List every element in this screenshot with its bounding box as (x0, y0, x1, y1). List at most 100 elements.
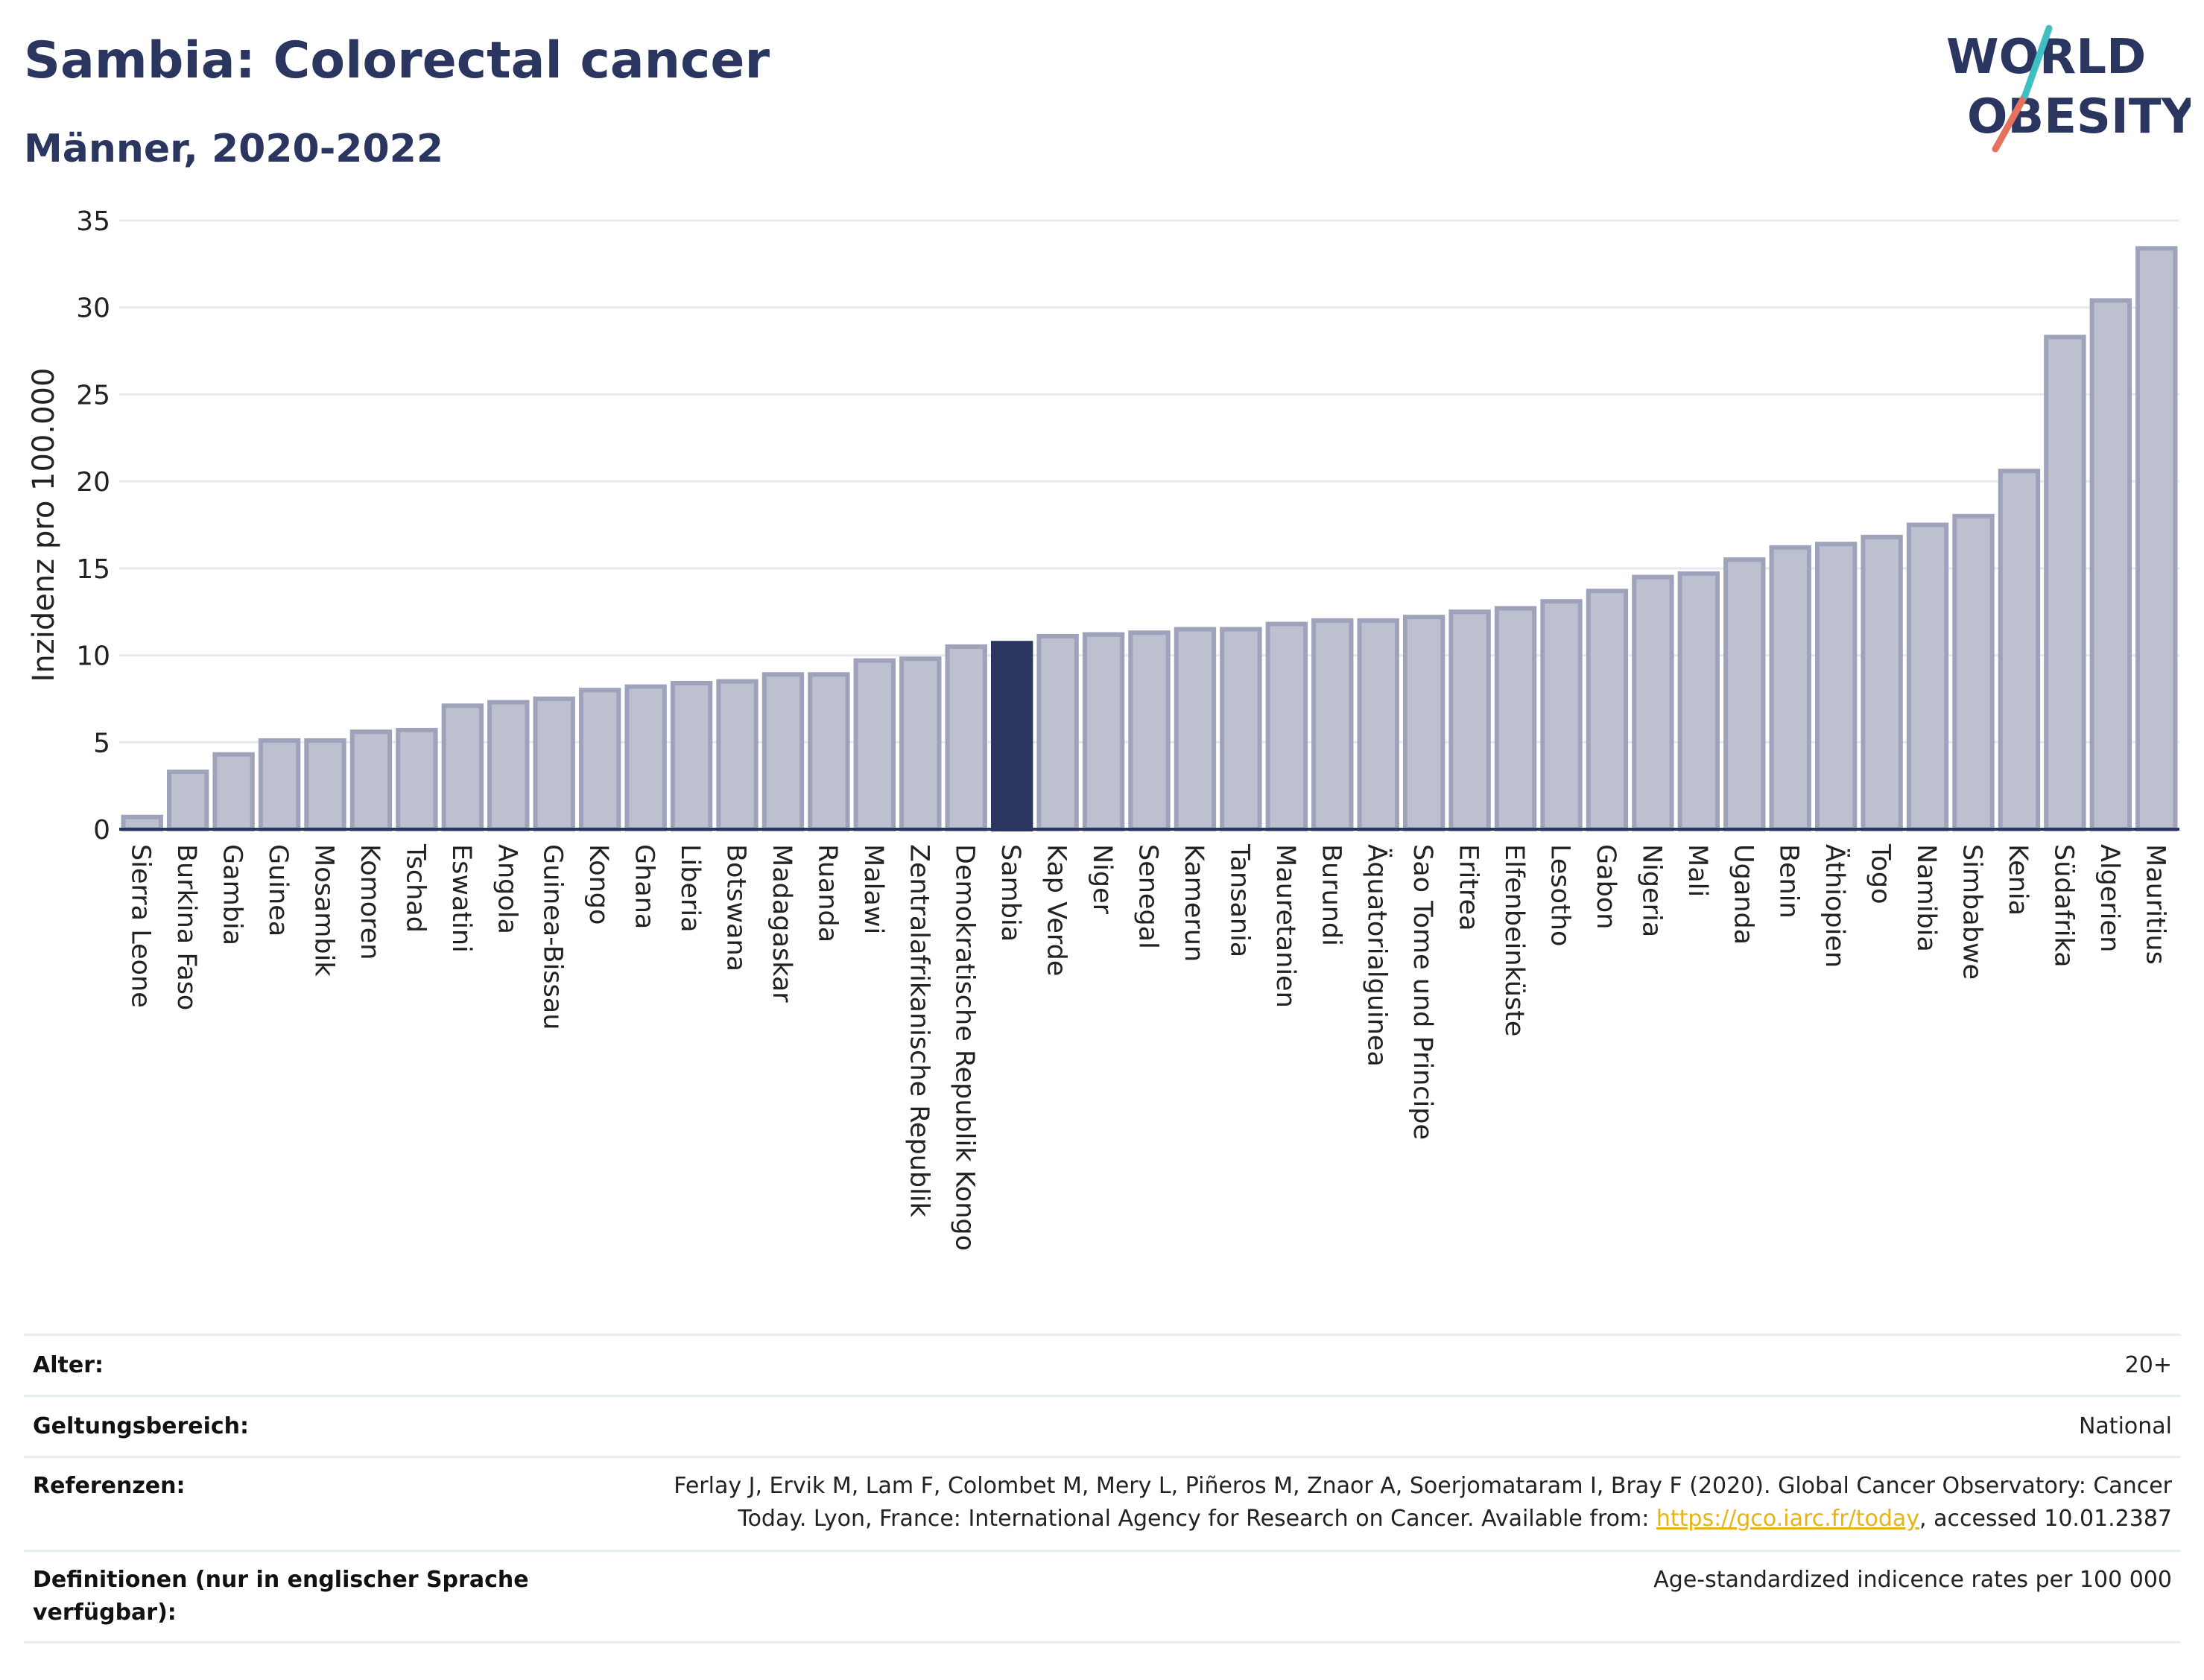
bar (1128, 630, 1171, 831)
bar (716, 679, 759, 831)
bar (1814, 542, 1858, 831)
x-tick-label: Madagaskar (767, 844, 797, 1003)
y-tick-label: 20 (76, 467, 110, 498)
x-tick-label: Eswatini (446, 844, 476, 953)
info-key-definitions: Definitionen (nur in englischer Sprache … (33, 1567, 529, 1626)
x-tick-label: Uganda (1728, 844, 1758, 945)
bar (899, 656, 942, 831)
bar (1769, 545, 1811, 831)
bar (808, 672, 850, 832)
y-tick-label: 10 (76, 641, 110, 672)
x-tick-label: Elfenbeinküste (1499, 844, 1529, 1036)
x-tick-label: Liberia (675, 844, 705, 933)
x-tick-label: Kongo (583, 844, 613, 925)
x-tick-label: Burkina Faso (171, 844, 201, 1010)
reference-link[interactable]: https://gco.iarc.fr/today (1656, 1506, 1920, 1532)
x-tick-label: Lesotho (1545, 844, 1575, 946)
bar (1265, 621, 1308, 831)
x-tick-label: Angola (492, 844, 522, 934)
reference-text: Ferlay J, Ervik M, Lam F, Colombet M, Me… (674, 1473, 2172, 1532)
x-tick-label: Senegal (1133, 844, 1163, 949)
bar (670, 680, 713, 831)
x-tick-label: Tschad (400, 843, 430, 933)
bar (121, 814, 163, 832)
bar (1540, 599, 1583, 831)
y-axis-ticks: 0 5 10 15 20 25 30 35 (76, 206, 110, 846)
bar (349, 729, 393, 832)
x-tick-label: Guinea (263, 844, 293, 936)
x-tick-label: Benin (1774, 844, 1804, 919)
info-row-definitions: Definitionen (nur in englischer Sprache … (24, 1550, 2181, 1643)
bar (1632, 574, 1674, 831)
logo-slash-coral (1992, 92, 2029, 153)
y-tick-label: 15 (76, 554, 110, 585)
info-value-scope: National (2078, 1413, 2172, 1439)
info-value-references: Ferlay J, Ervik M, Lam F, Colombet M, Me… (607, 1470, 2172, 1550)
bar-highlighted (990, 641, 1033, 832)
x-tick-label: Ruanda (812, 844, 842, 942)
x-tick-label: Sao Tome und Principe (1407, 844, 1437, 1140)
bar (853, 658, 896, 831)
bar (761, 672, 805, 832)
bar (1906, 522, 1949, 831)
bar (1677, 571, 1720, 831)
bar (1082, 632, 1125, 831)
x-tick-label: Südafrika (2048, 844, 2078, 968)
bar (1952, 513, 1995, 831)
x-tick-label: Komoren (355, 844, 384, 960)
bar (945, 644, 987, 832)
bar (2135, 246, 2178, 831)
y-tick-label: 25 (76, 380, 110, 411)
x-tick-label: Mosambik (309, 844, 339, 977)
x-tick-label: Mauritius (2140, 844, 2170, 965)
x-tick-label: Burundi (1316, 844, 1346, 946)
x-tick-label: Kamerun (1179, 844, 1209, 962)
x-tick-label: Mali (1682, 844, 1712, 897)
reference-suffix: , accessed 10.01.2387 (1919, 1506, 2172, 1532)
bar (304, 738, 346, 831)
x-tick-label: Zentralafrikanische Republik (904, 844, 934, 1218)
bar (1311, 618, 1354, 832)
x-tick-label: Tansania (1224, 843, 1254, 957)
chart-title: Sambia: Colorectal cancer (24, 31, 770, 90)
info-row-scope: Geltungsbereich: National (24, 1395, 2181, 1456)
y-tick-label: 0 (93, 815, 110, 846)
y-axis-label: Inzidenz pro 100.000 (27, 368, 61, 682)
x-tick-label: Gambia (218, 844, 247, 945)
info-key-scope: Geltungsbereich: (33, 1413, 250, 1439)
bar (533, 696, 575, 832)
bar (1586, 589, 1629, 832)
x-tick-label: Ghana (630, 844, 659, 929)
bar (441, 703, 484, 831)
info-key-references: Referenzen: (33, 1473, 186, 1499)
x-tick-label: Sambia (995, 844, 1025, 942)
chart-subtitle: Männer, 2020-2022 (24, 127, 444, 171)
bar (2044, 335, 2086, 831)
info-value-definitions: Age-standardized indicence rates per 100… (1653, 1567, 2172, 1593)
logo-slash-teal (2021, 25, 2053, 99)
bar (1174, 627, 1217, 831)
bar-chart: 0 5 10 15 20 25 30 35 Sierra Leone Burkina Faso G… (27, 206, 2179, 1251)
x-tick-label: Mauretanien (1270, 844, 1300, 1008)
x-tick-label: Eritrea (1454, 844, 1483, 931)
bar (1357, 618, 1399, 832)
info-table: Alter: 20+ Geltungsbereich: National Ref… (24, 1334, 2181, 1643)
info-row-references: Referenzen: Ferlay J, Ervik M, Lam F, Co… (24, 1456, 2181, 1550)
bar (624, 684, 667, 831)
bar (1402, 615, 1445, 832)
bar (2089, 298, 2132, 831)
bar (1036, 633, 1079, 831)
x-tick-label: Togo (1866, 843, 1896, 904)
y-tick-label: 30 (76, 294, 110, 324)
info-row-age: Alter: 20+ (24, 1334, 2181, 1395)
x-tick-label: Äthiopien (1820, 844, 1851, 968)
x-tick-label: Malawi (858, 844, 888, 934)
x-tick-label: Algerien (2094, 844, 2124, 952)
info-value-age: 20+ (2124, 1351, 2172, 1378)
bar (1723, 557, 1766, 832)
bar (258, 738, 301, 831)
y-tick-label: 5 (93, 728, 110, 758)
x-tick-label: Äquatorialguinea (1362, 844, 1393, 1067)
x-tick-label: Botswana (721, 844, 751, 971)
x-tick-label: Simbabwe (1957, 844, 1987, 980)
